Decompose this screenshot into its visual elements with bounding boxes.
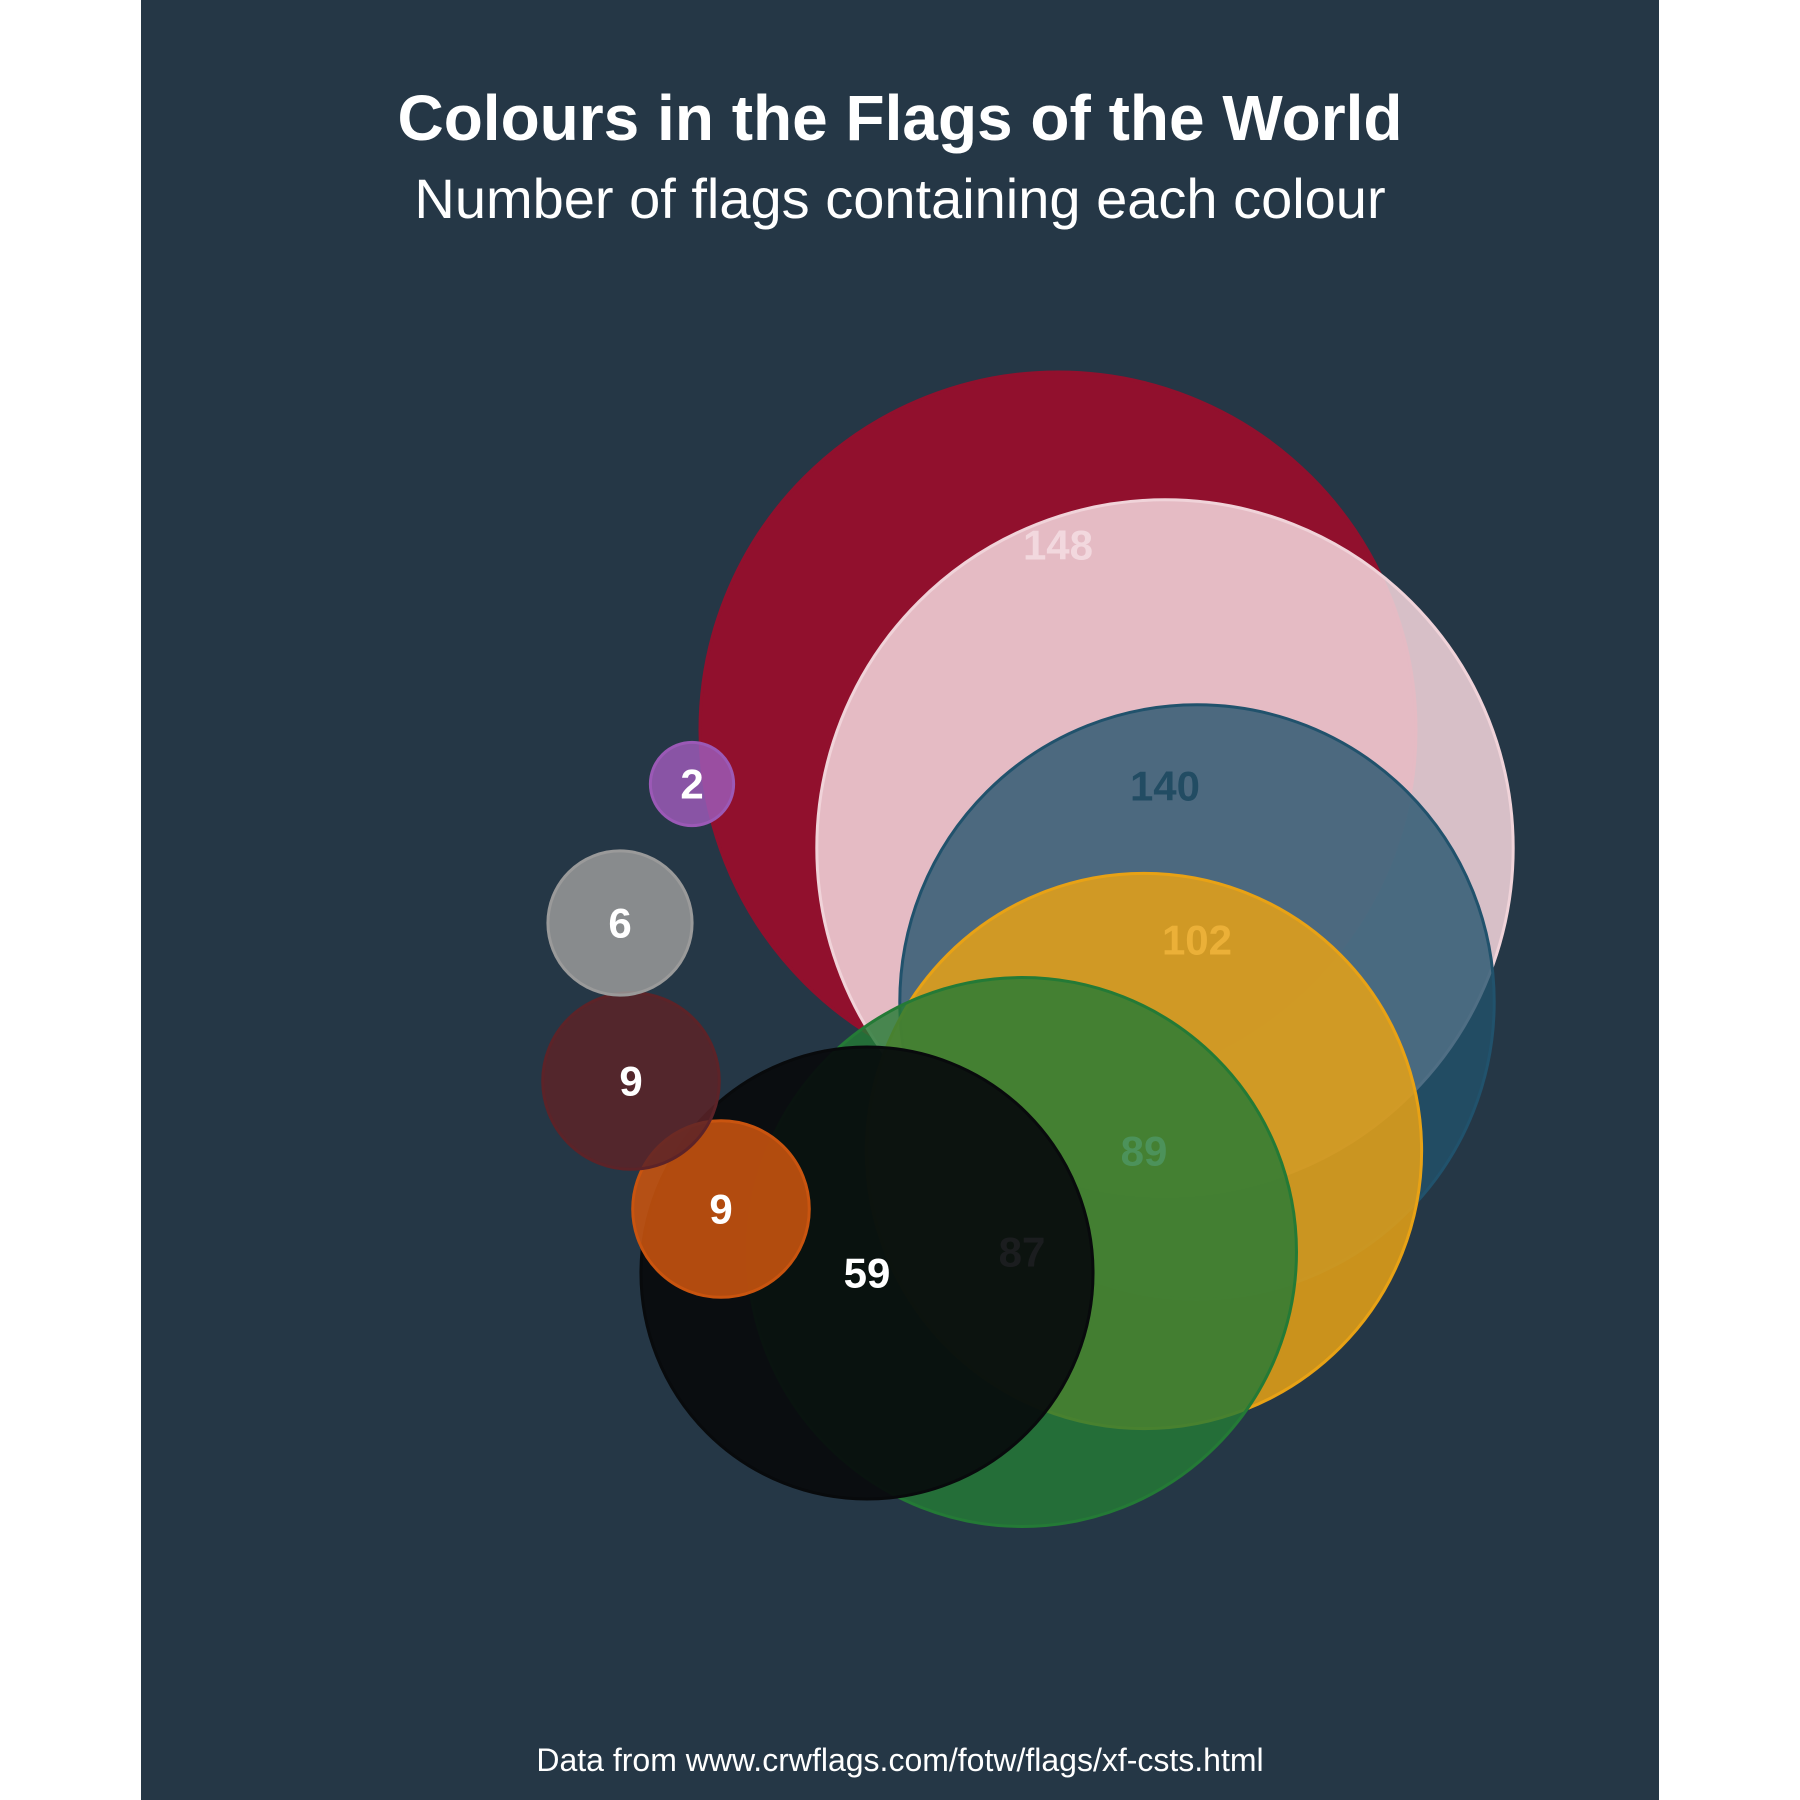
data-source-note: Data from www.crwflags.com/fotw/flags/xf… (536, 1742, 1264, 1778)
chart-subtitle: Number of flags containing each colour (414, 167, 1386, 230)
bubble-circle (631, 1119, 811, 1299)
bubble-circle (648, 740, 736, 828)
bubble-8: 6 (546, 849, 694, 997)
bubble-circle (546, 849, 694, 997)
bubble-value-label: 6 (608, 900, 631, 947)
bubble-value-label: 2 (680, 761, 703, 808)
bubble-value-label: 9 (709, 1186, 732, 1233)
bubble-value-label: 59 (844, 1250, 891, 1297)
bubble-value-label: 9 (619, 1058, 642, 1105)
bubble-9: 2 (648, 740, 736, 828)
bubble-7: 9 (541, 991, 721, 1171)
bubble-6: 9 (631, 1119, 811, 1299)
chart-title: Colours in the Flags of the World (397, 82, 1403, 154)
